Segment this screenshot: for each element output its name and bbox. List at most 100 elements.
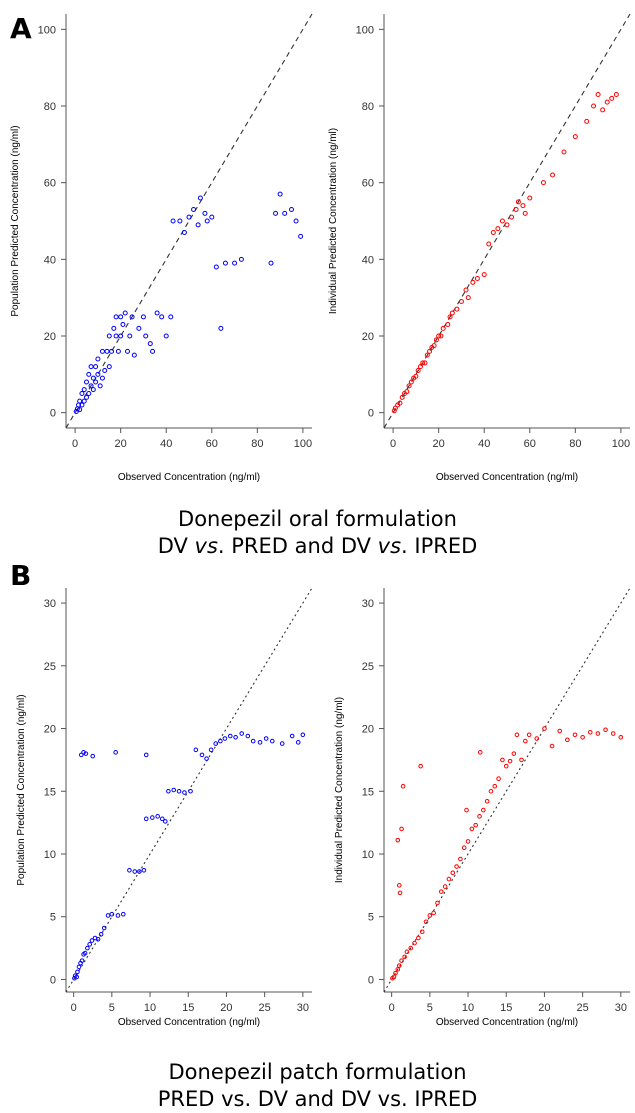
data-point [279, 741, 285, 746]
data-point [600, 107, 606, 113]
data-point [417, 364, 423, 370]
data-point [399, 958, 404, 963]
data-point [95, 356, 101, 362]
data-point [93, 379, 99, 385]
data-point [125, 348, 130, 354]
data-point [618, 735, 624, 740]
y-axis-label: Individual Predicted Concentration (ng/m… [334, 697, 345, 883]
data-point [293, 218, 299, 224]
data-point [79, 391, 85, 396]
data-point [557, 728, 563, 734]
data-point [115, 348, 121, 354]
data-point [268, 260, 274, 266]
data-point [176, 788, 182, 794]
chart-oral-pred: 0 20 40 60 80 100 0 20 40 60 80 100 Observed Concent… [10, 13, 313, 483]
data-point [399, 394, 405, 400]
data-point [159, 816, 165, 822]
data-point [143, 333, 149, 339]
x-tick-label: 0 [72, 438, 78, 450]
data-point [75, 969, 80, 975]
y-tick-label: 10 [44, 849, 56, 861]
data-point [99, 375, 105, 381]
data-point [120, 911, 126, 917]
data-point [111, 325, 117, 331]
data-point [97, 383, 103, 389]
data-point [113, 314, 119, 320]
data-point [474, 276, 480, 281]
data-point [88, 364, 94, 370]
data-point [486, 241, 492, 247]
data-point [95, 937, 101, 942]
data-point [395, 967, 401, 972]
x-tick-label: 20 [115, 438, 127, 450]
data-point [122, 310, 128, 316]
data-point [232, 260, 238, 266]
data-point [90, 375, 96, 381]
y-tick-label: 0 [50, 408, 56, 420]
data-point [514, 732, 520, 738]
data-point [422, 360, 428, 366]
data-point [435, 900, 440, 906]
x-tick-label: 30 [297, 1002, 309, 1014]
x-tick-label: 10 [462, 1002, 474, 1014]
data-point [104, 348, 110, 354]
data-point [131, 352, 137, 358]
chart-patch-ipred: 0 5 10 15 20 25 30 0 5 10 15 20 25 30 Observed Concent… [334, 587, 631, 1028]
x-tick-label: 80 [569, 438, 581, 450]
chart-patch-pred: 0 5 10 15 20 25 30 0 5 10 15 20 25 30 Observed Concent… [16, 587, 313, 1028]
data-point [132, 869, 138, 874]
x-axis-label: Observed Concentration (ng/ml) [118, 1017, 260, 1028]
data-point [438, 889, 444, 894]
x-tick-label: 20 [433, 438, 445, 450]
data-point [257, 740, 263, 745]
data-point [202, 210, 208, 216]
data-point [238, 256, 244, 262]
data-point [550, 172, 556, 178]
y-tick-label: 25 [44, 661, 56, 673]
data-point [481, 272, 487, 278]
data-point [445, 322, 451, 327]
identity-line [383, 587, 631, 993]
x-tick-label: 0 [389, 1002, 395, 1014]
data-point [222, 736, 228, 741]
y-tick-label: 60 [362, 178, 374, 190]
data-point [129, 314, 135, 320]
data-point [397, 890, 403, 896]
data-point [213, 741, 219, 746]
data-point [277, 191, 283, 197]
data-point [396, 963, 402, 968]
data-point [289, 733, 295, 739]
data-point [427, 348, 433, 354]
data-point [391, 408, 397, 414]
data-point [209, 214, 215, 220]
data-point [227, 733, 233, 739]
data-point [412, 940, 417, 946]
data-point [163, 819, 168, 824]
data-point [572, 732, 578, 738]
data-point [113, 333, 119, 339]
data-point [504, 222, 510, 228]
data-point [406, 383, 412, 389]
data-point [595, 92, 601, 97]
data-point [77, 407, 83, 413]
data-point [218, 738, 223, 744]
data-point [392, 405, 398, 411]
data-point [115, 913, 121, 918]
y-tick-label: 80 [44, 101, 56, 113]
data-point [147, 341, 153, 347]
data-point [199, 752, 205, 758]
y-tick-label: 20 [44, 724, 56, 736]
data-point [155, 814, 160, 819]
data-point [95, 371, 101, 377]
y-tick-label: 40 [362, 254, 374, 266]
x-tick-label: 20 [220, 1002, 232, 1014]
data-point [587, 729, 593, 735]
data-point [527, 195, 533, 201]
x-tick-label: 25 [259, 1002, 271, 1014]
x-tick-label: 10 [144, 1002, 156, 1014]
data-point [298, 233, 304, 239]
y-tick-label: 0 [368, 408, 374, 420]
data-point [399, 826, 404, 832]
x-tick-label: 20 [538, 1002, 550, 1014]
data-point [86, 391, 92, 396]
